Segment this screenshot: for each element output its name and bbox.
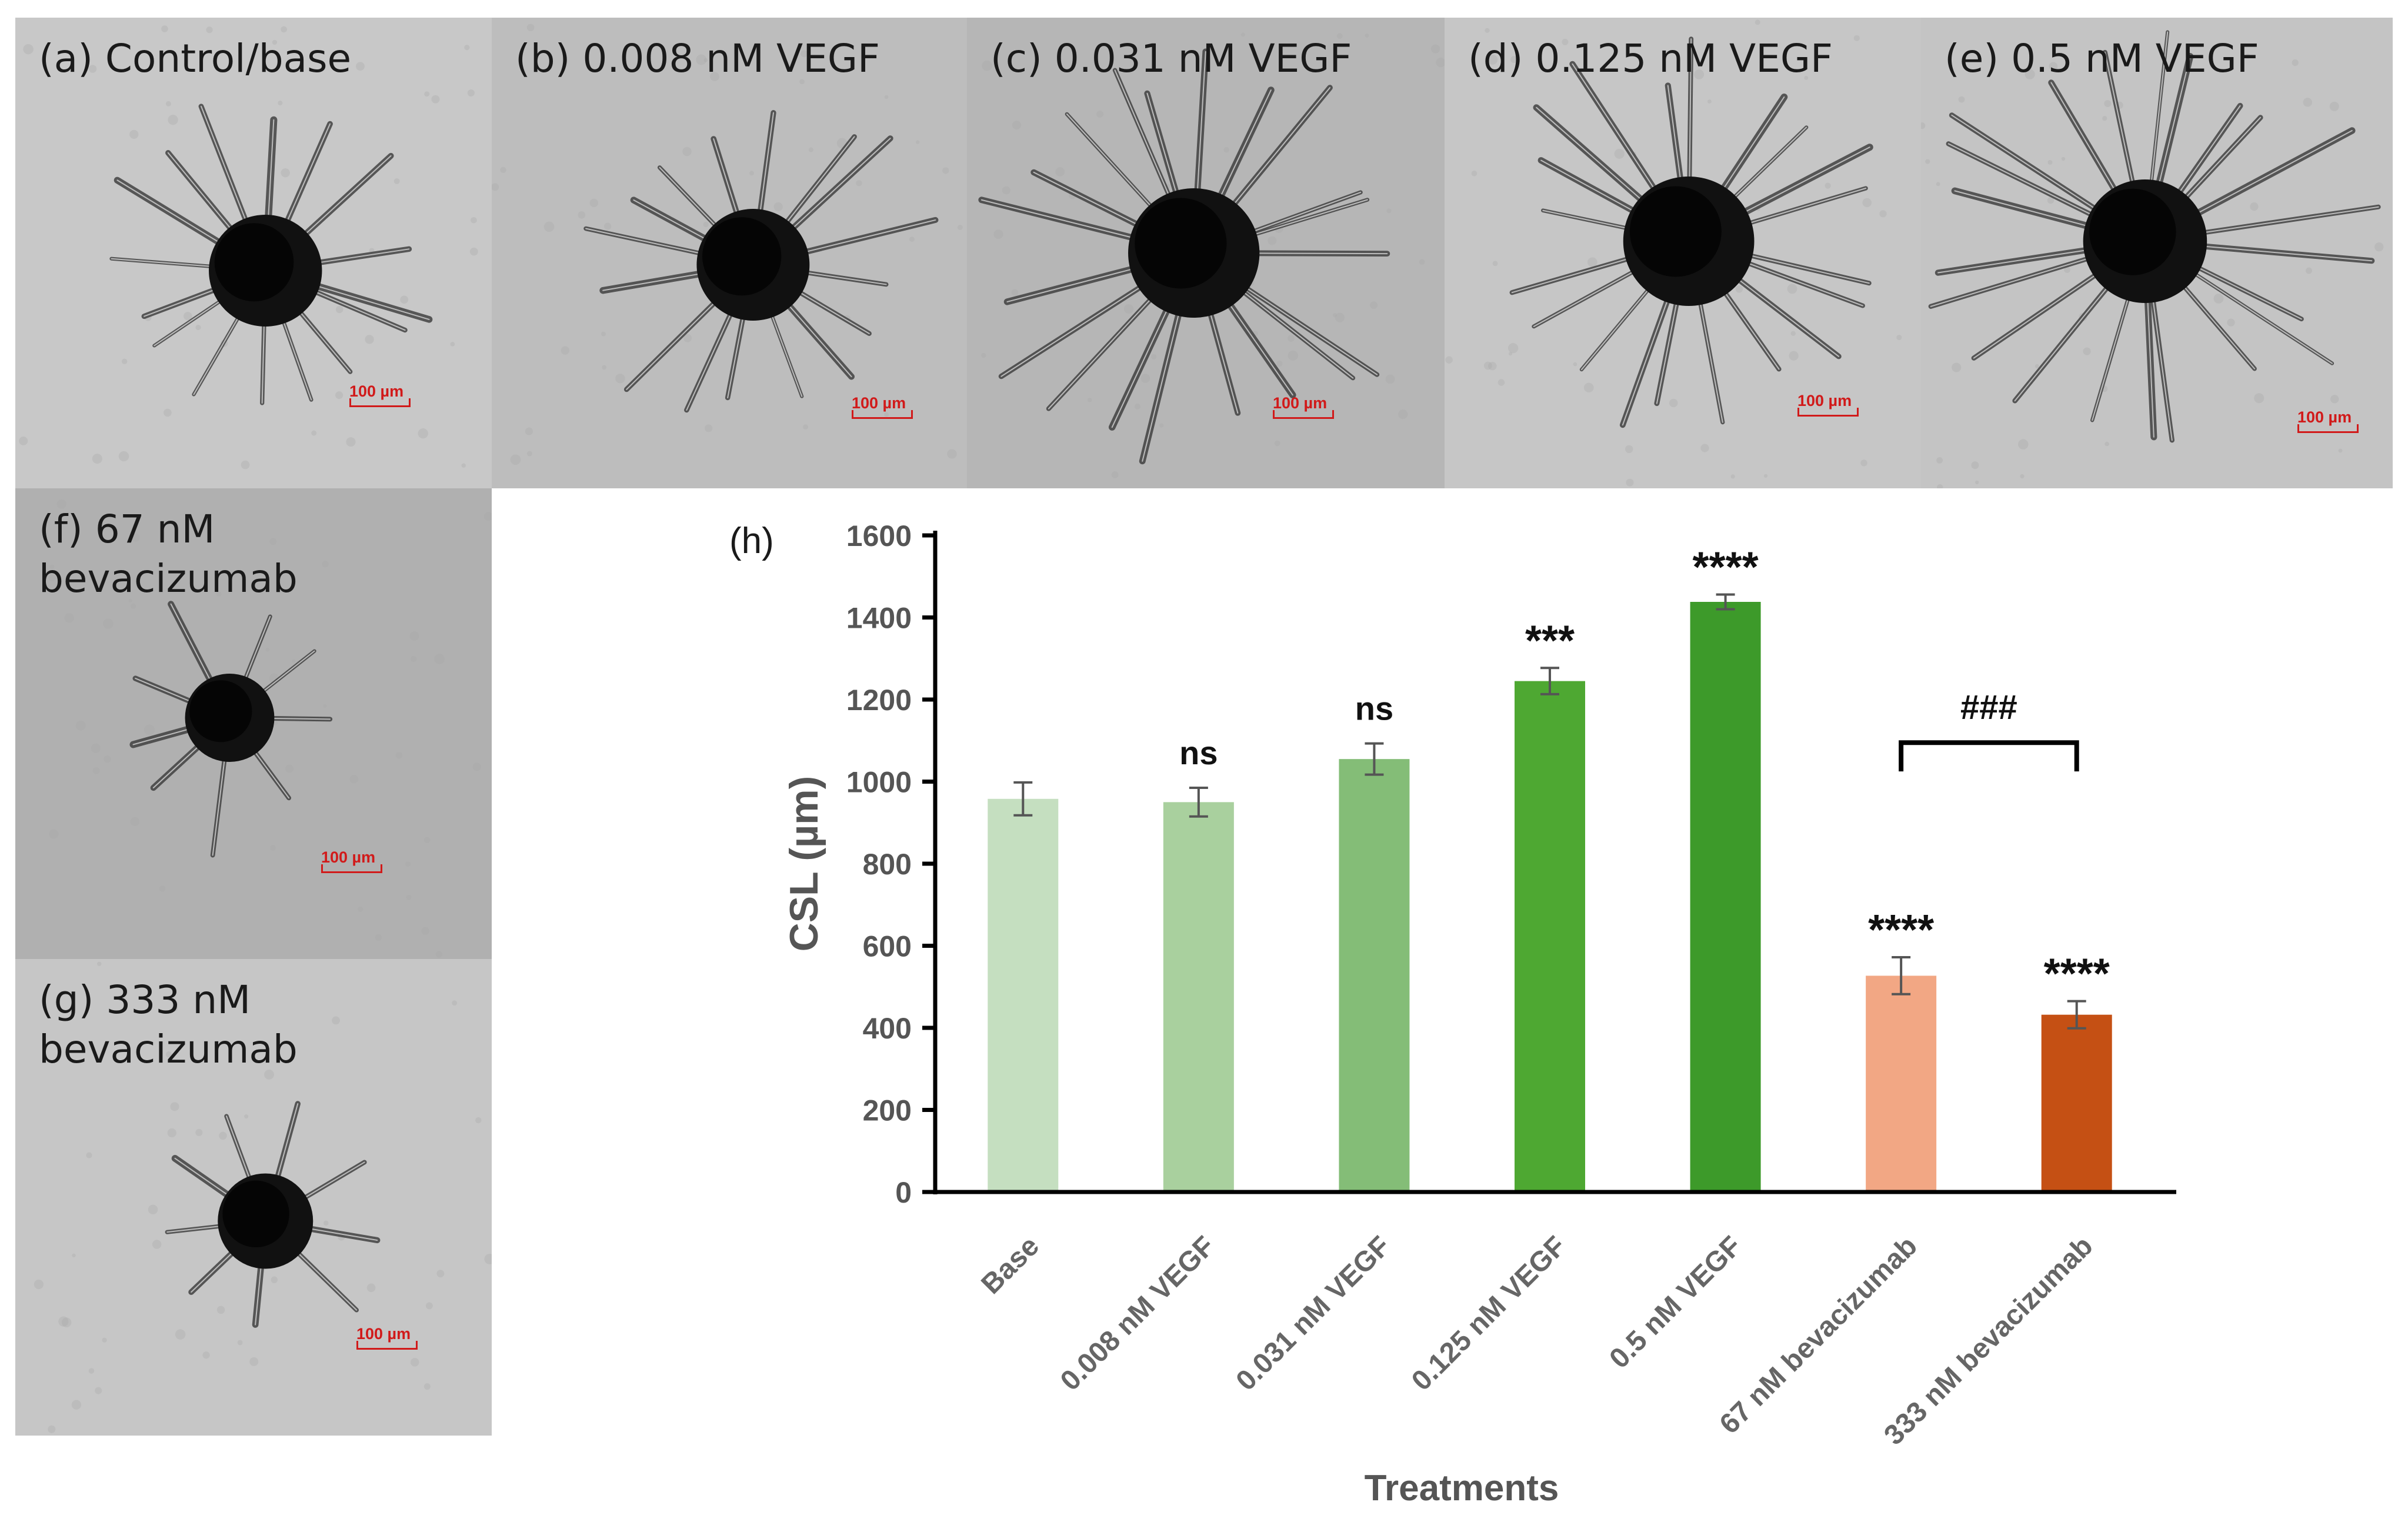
bar-0 xyxy=(988,798,1059,1192)
y-tick-label-1: 200 xyxy=(863,1094,912,1127)
significance-label-1: ns xyxy=(1179,734,1218,771)
scale-bar-b: 100 µm xyxy=(852,394,913,419)
spheroid-image-a xyxy=(15,18,492,488)
bar-3 xyxy=(1515,681,1585,1192)
scale-bar-label-c: 100 µm xyxy=(1273,394,1328,412)
panel-label-a: (a) Control/base xyxy=(39,36,352,81)
spheroid-image-b xyxy=(492,18,967,488)
scale-bar-label-g: 100 µm xyxy=(356,1325,411,1343)
bar-2 xyxy=(1339,759,1410,1192)
micrograph-panel-b: (b) 0.008 nM VEGF 100 µm xyxy=(492,18,967,488)
panel-label-h: (h) xyxy=(729,521,774,561)
micrograph-panel-g: (g) 333 nM bevacizumab 100 µm xyxy=(15,959,492,1436)
y-tick-label-2: 400 xyxy=(863,1012,912,1045)
micrograph-panel-e: (e) 0.5 nM VEGF 100 µm xyxy=(1921,18,2393,488)
scale-bar-f: 100 µm xyxy=(321,848,382,873)
y-tick-label-7: 1400 xyxy=(846,602,912,635)
bar-6 xyxy=(2041,1014,2112,1192)
spheroid-image-g xyxy=(15,959,492,1436)
panel-label-g-line1: (g) 333 nM xyxy=(39,977,251,1023)
spheroid-image-c xyxy=(967,18,1445,488)
scale-bar-label-a: 100 µm xyxy=(349,382,404,400)
micrograph-panel-a: (a) Control/base 100 µm xyxy=(15,18,492,488)
x-tick-label-4: 0.5 nM VEGF xyxy=(1603,1230,1747,1374)
significance-label-6: **** xyxy=(2044,951,2110,998)
comparison-bracket xyxy=(1899,740,2079,772)
x-tick-label-0: Base xyxy=(975,1230,1045,1300)
scale-bar-d: 100 µm xyxy=(1797,392,1859,417)
x-axis-title: Treatments xyxy=(1365,1468,1559,1509)
spheroid-image-d xyxy=(1445,18,1921,488)
significance-label-5: **** xyxy=(1868,907,1934,954)
panel-label-f-line2: bevacizumab xyxy=(39,556,298,602)
x-tick-label-3: 0.125 nM VEGF xyxy=(1406,1230,1572,1397)
comparison-label: ### xyxy=(1960,688,2017,727)
scale-bar-g: 100 µm xyxy=(356,1325,418,1350)
y-tick-label-4: 800 xyxy=(863,848,912,881)
panel-label-b: (b) 0.008 nM VEGF xyxy=(515,36,881,81)
panel-label-g-line2: bevacizumab xyxy=(39,1027,298,1073)
scale-bar-label-f: 100 µm xyxy=(321,848,376,866)
y-tick-label-3: 600 xyxy=(863,930,912,963)
panel-label-e: (e) 0.5 nM VEGF xyxy=(1945,36,2259,81)
y-tick-label-0: 0 xyxy=(895,1176,912,1209)
panel-label-c: (c) 0.031 nM VEGF xyxy=(990,36,1352,81)
bar-5 xyxy=(1866,975,1937,1192)
spheroid-image-e xyxy=(1921,18,2393,488)
y-tick-label-5: 1000 xyxy=(846,766,912,799)
x-tick-label-1: 0.008 nM VEGF xyxy=(1055,1230,1221,1397)
scale-bar-a: 100 µm xyxy=(349,382,411,407)
csl-bar-chart: (h) 0 200 400 600 800 1000 1200 1400 1600 Base ns 0.… xyxy=(729,520,2176,1509)
scale-bar-label-b: 100 µm xyxy=(852,394,906,412)
scale-bar-c: 100 µm xyxy=(1273,394,1334,419)
y-axis-title: CSL (µm) xyxy=(782,776,826,952)
x-tick-label-5: 67 nM bevacizumab xyxy=(1714,1230,1923,1440)
bar-4 xyxy=(1690,601,1761,1192)
scale-bar-label-d: 100 µm xyxy=(1797,392,1852,409)
x-tick-label-2: 0.031 nM VEGF xyxy=(1230,1230,1397,1397)
significance-label-4: **** xyxy=(1693,544,1759,591)
scale-bar-label-e: 100 µm xyxy=(2297,408,2352,426)
panel-label-f-line1: (f) 67 nM xyxy=(39,507,215,552)
y-tick-label-8: 1600 xyxy=(846,520,912,552)
spheroid-image-f xyxy=(15,488,492,959)
bar-1 xyxy=(1163,802,1234,1192)
micrograph-panel-d: (d) 0.125 nM VEGF 100 µm xyxy=(1445,18,1921,488)
panel-label-g: (g) 333 nM bevacizumab xyxy=(39,975,298,1075)
micrograph-panel-c: (c) 0.031 nM VEGF 100 µm xyxy=(967,18,1445,488)
scale-bar-e: 100 µm xyxy=(2297,408,2359,433)
y-tick-label-6: 1200 xyxy=(846,684,912,717)
significance-label-2: ns xyxy=(1355,690,1393,727)
micrograph-panel-f: (f) 67 nM bevacizumab 100 µm xyxy=(15,488,492,959)
panel-label-f: (f) 67 nM bevacizumab xyxy=(39,505,298,604)
significance-label-3: *** xyxy=(1525,617,1575,664)
panel-label-d: (d) 0.125 nM VEGF xyxy=(1468,36,1833,81)
